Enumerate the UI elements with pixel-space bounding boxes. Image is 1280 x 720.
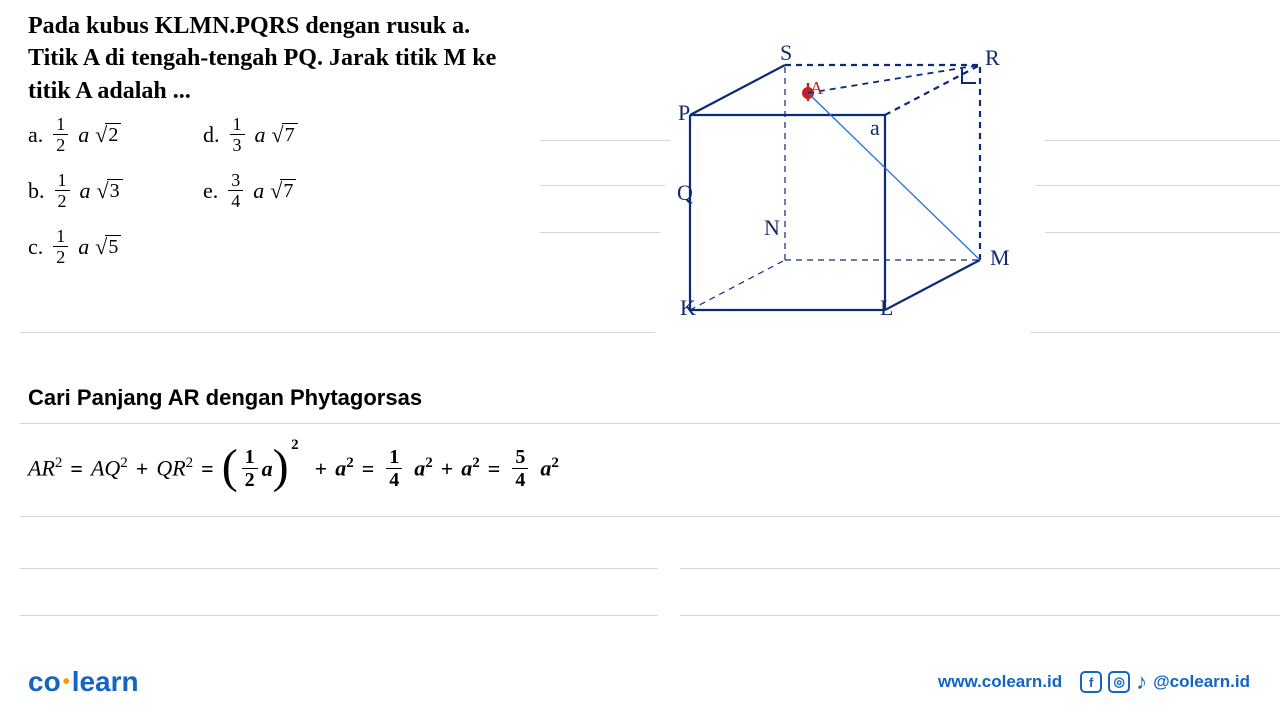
- question-line-3: titik A adalah ...: [28, 75, 568, 107]
- tiktok-icon: ♪: [1136, 669, 1147, 695]
- svg-text:M: M: [990, 245, 1010, 270]
- option-d: d. 13 a √7: [203, 115, 378, 154]
- svg-text:L: L: [880, 295, 893, 320]
- work-area: Cari Panjang AR dengan Phytagorsas AR2 =…: [28, 385, 1228, 496]
- work-title: Cari Panjang AR dengan Phytagorsas: [28, 385, 1228, 411]
- option-c: c. 12 a √5: [28, 227, 203, 266]
- svg-text:S: S: [780, 45, 792, 65]
- question-line-2: Titik A di tengah-tengah PQ. Jarak titik…: [28, 42, 568, 74]
- brand-logo: co•learn: [28, 666, 139, 698]
- svg-text:A: A: [810, 78, 823, 98]
- svg-text:N: N: [764, 215, 780, 240]
- svg-text:a: a: [870, 115, 880, 140]
- options-block: a. 12 a √2 d. 13 a √7 b. 12 a √3 e. 34: [28, 115, 378, 283]
- svg-text:P: P: [678, 100, 690, 125]
- option-b: b. 12 a √3: [28, 171, 203, 210]
- instagram-icon: ◎: [1108, 671, 1130, 693]
- facebook-icon: f: [1080, 671, 1102, 693]
- social-icons: f ◎ ♪ @colearn.id: [1080, 669, 1250, 695]
- cube-diagram: K L M N P Q R SAa: [660, 45, 1040, 345]
- svg-text:Q: Q: [677, 180, 693, 205]
- social-handle: @colearn.id: [1153, 672, 1250, 692]
- site-url: www.colearn.id: [938, 672, 1062, 692]
- footer: co•learn www.colearn.id f ◎ ♪ @colearn.i…: [28, 666, 1250, 698]
- svg-text:K: K: [680, 295, 696, 320]
- option-e: e. 34 a √7: [203, 171, 378, 210]
- equation: AR2 = AQ2 + QR2 = ( 12 a ) 2 + a2 = 14 a…: [28, 441, 1228, 496]
- option-a: a. 12 a √2: [28, 115, 203, 154]
- svg-text:R: R: [985, 45, 1000, 70]
- question-block: Pada kubus KLMN.PQRS dengan rusuk a. Tit…: [28, 10, 568, 107]
- question-line-1: Pada kubus KLMN.PQRS dengan rusuk a.: [28, 10, 568, 42]
